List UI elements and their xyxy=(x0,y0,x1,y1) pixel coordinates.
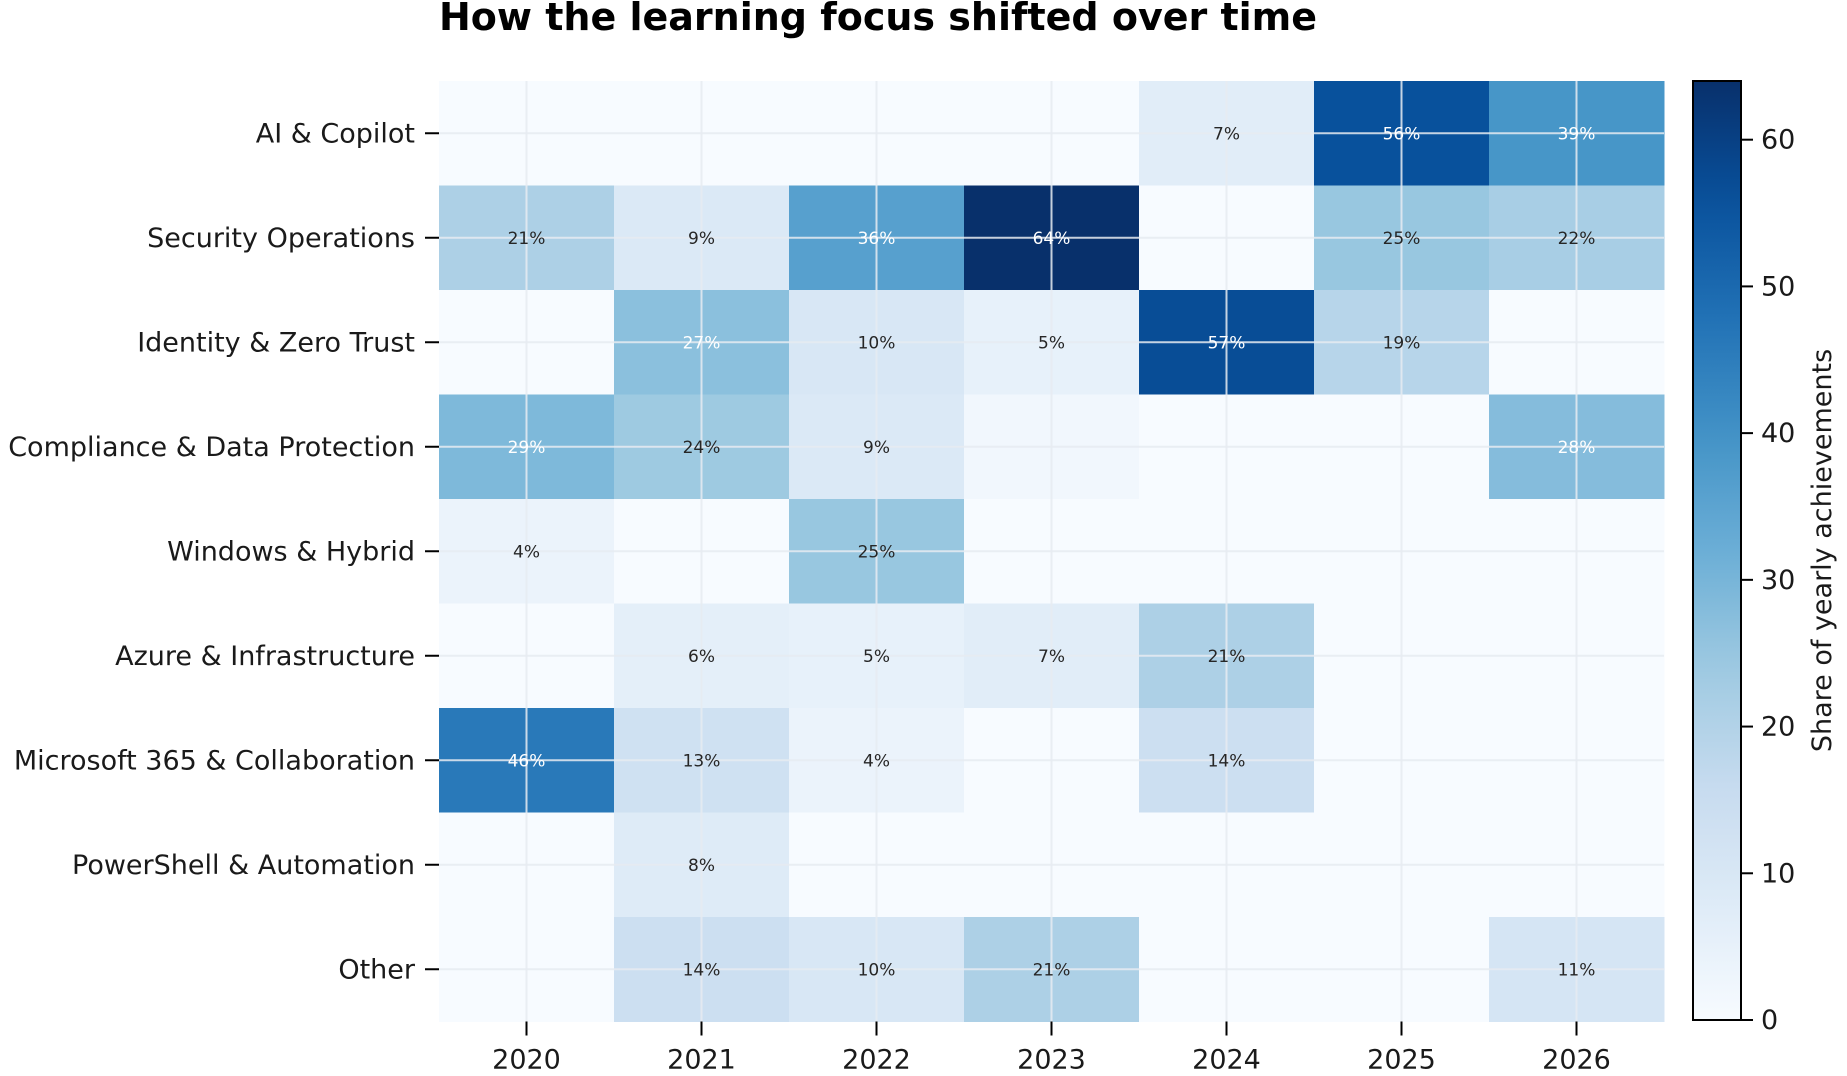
x-label-2024: 2024 xyxy=(1192,1045,1261,1073)
cell-label-security-operations-2026: 22% xyxy=(1558,229,1596,249)
cell-label-identity-and-zero-trust-2024: 57% xyxy=(1208,333,1246,353)
cell-label-azure-and-infrastructure-2021: 6% xyxy=(688,647,715,667)
cell-label-security-operations-2023: 64% xyxy=(1033,229,1071,249)
y-label-compliance-and-data-protection: Compliance & Data Protection xyxy=(8,432,415,463)
y-label-ai-and-copilot: AI & Copilot xyxy=(256,118,415,149)
colorbar-label: Share of yearly achievements xyxy=(1807,349,1838,752)
cell-label-compliance-and-data-protection-2026: 28% xyxy=(1558,438,1596,458)
cell-label-azure-and-infrastructure-2022: 5% xyxy=(863,647,890,667)
cell-label-azure-and-infrastructure-2024: 21% xyxy=(1208,647,1246,667)
y-label-identity-and-zero-trust: Identity & Zero Trust xyxy=(137,327,415,358)
cell-label-identity-and-zero-trust-2021: 27% xyxy=(683,333,721,353)
cell-label-identity-and-zero-trust-2025: 19% xyxy=(1383,333,1421,353)
y-label-azure-and-infrastructure: Azure & Infrastructure xyxy=(115,641,415,672)
cell-label-powershell-and-automation-2021: 8% xyxy=(688,856,715,876)
cell-label-identity-and-zero-trust-2023: 5% xyxy=(1038,333,1065,353)
colorbar-tick-label-50: 50 xyxy=(1761,271,1795,302)
cell-label-identity-and-zero-trust-2022: 10% xyxy=(858,333,896,353)
cell-label-azure-and-infrastructure-2023: 7% xyxy=(1038,647,1065,667)
x-label-2021: 2021 xyxy=(667,1045,736,1073)
colorbar-tick-label-60: 60 xyxy=(1761,125,1795,156)
gridlines xyxy=(439,81,1664,1022)
y-label-security-operations: Security Operations xyxy=(147,223,415,254)
colorbar-tick-label-20: 20 xyxy=(1761,712,1795,743)
y-label-other: Other xyxy=(338,954,416,985)
cell-label-ai-and-copilot-2026: 39% xyxy=(1558,124,1596,144)
cell-label-microsoft-365-and-collaboration-2022: 4% xyxy=(863,751,890,771)
cell-label-windows-and-hybrid-2022: 25% xyxy=(858,542,896,562)
colorbar-tick-label-40: 40 xyxy=(1761,418,1795,449)
cell-label-microsoft-365-and-collaboration-2021: 13% xyxy=(683,751,721,771)
cell-label-security-operations-2020: 21% xyxy=(508,229,546,249)
cell-labels: 7% 56% 39% 21% 9% 36% 64% 25% 22% 27% 10% 5% 57% 19% 2… xyxy=(508,124,1596,980)
cell-label-compliance-and-data-protection-2022: 9% xyxy=(863,438,890,458)
colorbar-tick-label-0: 0 xyxy=(1761,1005,1778,1036)
x-label-2020: 2020 xyxy=(492,1045,561,1073)
y-axis: AI & Copilot Security Operations Identity … xyxy=(8,118,439,985)
cell-label-compliance-and-data-protection-2020: 29% xyxy=(508,438,546,458)
y-label-windows-and-hybrid: Windows & Hybrid xyxy=(167,536,415,567)
cell-label-microsoft-365-and-collaboration-2024: 14% xyxy=(1208,751,1246,771)
cell-label-ai-and-copilot-2024: 7% xyxy=(1213,124,1240,144)
y-label-powershell-and-automation: PowerShell & Automation xyxy=(72,850,415,881)
x-label-2026: 2026 xyxy=(1542,1045,1611,1073)
cell-label-other-2022: 10% xyxy=(858,960,896,980)
cell-label-security-operations-2022: 36% xyxy=(858,229,896,249)
x-axis: 2020 2021 2022 2023 2024 2025 2026 xyxy=(492,1021,1611,1076)
cell-label-ai-and-copilot-2025: 56% xyxy=(1383,124,1421,144)
cell-label-other-2026: 11% xyxy=(1558,960,1596,980)
x-label-2025: 2025 xyxy=(1367,1045,1436,1073)
colorbar-bar xyxy=(1692,80,1742,1021)
colorbar: 0 10 20 30 40 50 60 Share of yearly achievement… xyxy=(1692,80,1838,1036)
y-label-microsoft-365-and-collaboration: Microsoft 365 & Collaboration xyxy=(14,745,415,776)
cell-label-windows-and-hybrid-2020: 4% xyxy=(513,542,540,562)
cell-label-other-2023: 21% xyxy=(1033,960,1071,980)
colorbar-tick-label-10: 10 xyxy=(1761,858,1795,889)
cell-label-microsoft-365-and-collaboration-2020: 46% xyxy=(508,751,546,771)
cell-label-security-operations-2021: 9% xyxy=(688,229,715,249)
x-label-2023: 2023 xyxy=(1017,1045,1086,1073)
colorbar-tick-label-30: 30 xyxy=(1761,565,1795,596)
cell-label-security-operations-2025: 25% xyxy=(1383,229,1421,249)
x-label-2022: 2022 xyxy=(842,1045,911,1073)
chart-title: How the learning focus shifted over time xyxy=(439,0,1317,39)
cell-label-compliance-and-data-protection-2021: 24% xyxy=(683,438,721,458)
cell-label-other-2021: 14% xyxy=(683,960,721,980)
